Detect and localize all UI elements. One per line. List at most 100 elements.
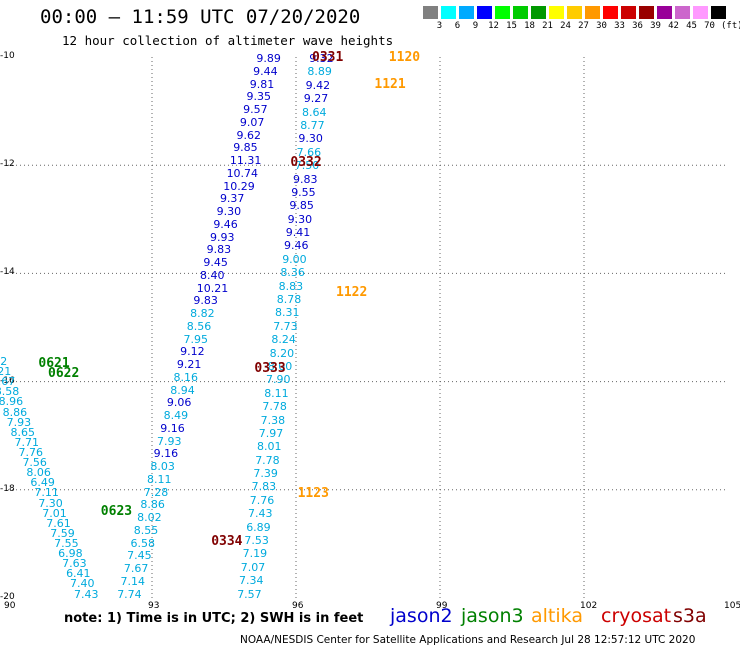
wave-height-value: 8.83 xyxy=(278,279,304,293)
wave-height-value: 7.83 xyxy=(251,480,277,494)
wave-height-value: 9.83 xyxy=(206,243,232,257)
legend-label: 9 xyxy=(472,21,479,31)
wave-height-value: 9.83 xyxy=(193,294,218,308)
grid-lines xyxy=(8,57,728,598)
footer-credit: NOAA/NESDIS Center for Satellite Applica… xyxy=(240,634,696,646)
pass-time-label: 1122 xyxy=(336,285,368,301)
wave-height-value: 7.45 xyxy=(127,549,152,563)
legend-label: 27 xyxy=(578,21,589,31)
wave-height-value: 8.16 xyxy=(173,370,199,384)
wave-height-value: 8.82 xyxy=(0,354,8,368)
wave-height-value: 8.31 xyxy=(275,306,300,320)
wave-height-value: 9.83 xyxy=(293,172,318,186)
wave-height-value: 10.21 xyxy=(196,281,229,295)
wave-height-value: 8.11 xyxy=(264,386,289,400)
wave-height-value: 8.06 xyxy=(26,466,51,480)
x-tick-label: 99 xyxy=(436,601,448,611)
y-tick-label: -16 xyxy=(0,375,15,386)
wave-height-value: 10.29 xyxy=(223,179,255,193)
legend-swatch xyxy=(423,6,438,19)
legend-swatch xyxy=(639,6,654,19)
legend-swatch xyxy=(711,6,726,19)
wave-height-value: 7.30 xyxy=(38,496,63,510)
wave-height-value: 9.00 xyxy=(282,252,307,266)
wave-height-value: 7.76 xyxy=(249,493,275,507)
wave-height-value: 7.34 xyxy=(239,574,264,588)
wave-height-value: 8.78 xyxy=(276,293,302,306)
wave-height-value: 8.21 xyxy=(0,365,12,379)
legend-label: 6 xyxy=(454,21,461,31)
wave-height-value: 9.81 xyxy=(249,77,275,91)
wave-height-value: 8.96 xyxy=(0,395,24,409)
satellite-jason3: jason3 xyxy=(461,605,524,627)
legend-label: 36 xyxy=(632,21,643,31)
y-tick-label: -10 xyxy=(0,51,15,61)
y-tick-label: -18 xyxy=(0,483,15,494)
wave-height-value: 9.41 xyxy=(285,226,311,240)
wave-height-value: 9.85 xyxy=(289,199,314,213)
wave-height-value: 8.11 xyxy=(147,472,172,486)
wave-height-value: 9.42 xyxy=(305,78,331,92)
satellite-cryosat: cryosat xyxy=(601,605,672,627)
map-subtitle: 12 hour collection of altimeter wave hei… xyxy=(62,33,394,48)
wave-height-value: 8.03 xyxy=(150,460,175,474)
wave-height-value: 8.77 xyxy=(300,118,325,132)
wave-height-value: 7.43 xyxy=(74,587,99,601)
wave-height-value: 7.97 xyxy=(258,426,284,440)
wave-height-value: 7.56 xyxy=(22,456,47,470)
x-tick-label: 90 xyxy=(4,601,16,611)
legend-swatch xyxy=(585,6,600,19)
legend-label: 33 xyxy=(614,21,625,31)
wave-height-value: 10.74 xyxy=(226,166,259,180)
wave-height-value: 8.24 xyxy=(271,333,296,347)
pass-time-label: 0622 xyxy=(48,366,80,382)
wave-height-value: 9.55 xyxy=(291,185,316,199)
wave-height-value: 9.30 xyxy=(216,205,242,219)
wave-height-value: 8.01 xyxy=(257,440,282,454)
wave-height-value: 7.78 xyxy=(255,453,280,467)
wave-height-value: 7.71 xyxy=(14,435,40,449)
wave-height-value: 9.16 xyxy=(160,421,185,435)
legend-label: 15 xyxy=(506,21,517,31)
wave-height-value: 9.30 xyxy=(287,212,313,226)
wave-height-value: 7.38 xyxy=(260,413,286,427)
legend-swatch xyxy=(549,6,564,19)
wave-height-value: 7.78 xyxy=(262,400,287,414)
wave-height-value: 7.53 xyxy=(244,534,269,548)
legend-swatch xyxy=(531,6,546,19)
legend-label: 45 xyxy=(686,21,697,31)
wave-height-value: 8.56 xyxy=(186,319,212,333)
wave-height-value: 7.50 xyxy=(294,159,320,173)
wave-height-value: 11.31 xyxy=(229,154,262,168)
wave-height-value: 9.46 xyxy=(284,239,309,253)
legend-swatch xyxy=(459,6,474,19)
wave-height-value: 8.64 xyxy=(302,105,327,119)
wave-height-value: 8.40 xyxy=(200,268,225,282)
wave-height-value: 9.35 xyxy=(246,90,271,104)
wave-height-value: 8.94 xyxy=(170,383,195,397)
wave-height-value: 7.59 xyxy=(50,526,75,540)
wave-height-value: 7.95 xyxy=(183,332,208,346)
wave-height-value: 6.41 xyxy=(66,567,91,581)
pass-time-label: 0331 xyxy=(312,50,344,65)
satellite-s3a: s3a xyxy=(673,605,707,627)
wave-height-value: 9.30 xyxy=(298,132,323,146)
y-tick-label: -20 xyxy=(0,592,15,602)
wave-height-value: 7.43 xyxy=(248,507,273,521)
wave-height-value: 7.55 xyxy=(54,537,79,551)
wave-height-value: 7.28 xyxy=(143,485,169,499)
y-tick-label: -14 xyxy=(0,267,15,278)
wave-height-value: 9.16 xyxy=(153,447,179,461)
wave-height-value: 7.19 xyxy=(242,547,268,561)
legend-swatch xyxy=(675,6,690,19)
wave-height-value: 8.58 xyxy=(0,385,20,399)
wave-height-value: 8.86 xyxy=(2,405,28,419)
wave-height-value: 9.32 xyxy=(309,52,334,65)
legend-label: 39 xyxy=(650,21,661,31)
wave-height-value: 8.36 xyxy=(280,266,305,280)
wave-height-value: 7.93 xyxy=(6,415,32,429)
wave-height-value: 7.66 xyxy=(296,145,322,159)
legend-label: 30 xyxy=(596,21,607,31)
wave-height-value: 7.93 xyxy=(156,434,182,448)
wave-height-value: 7.01 xyxy=(42,506,67,520)
